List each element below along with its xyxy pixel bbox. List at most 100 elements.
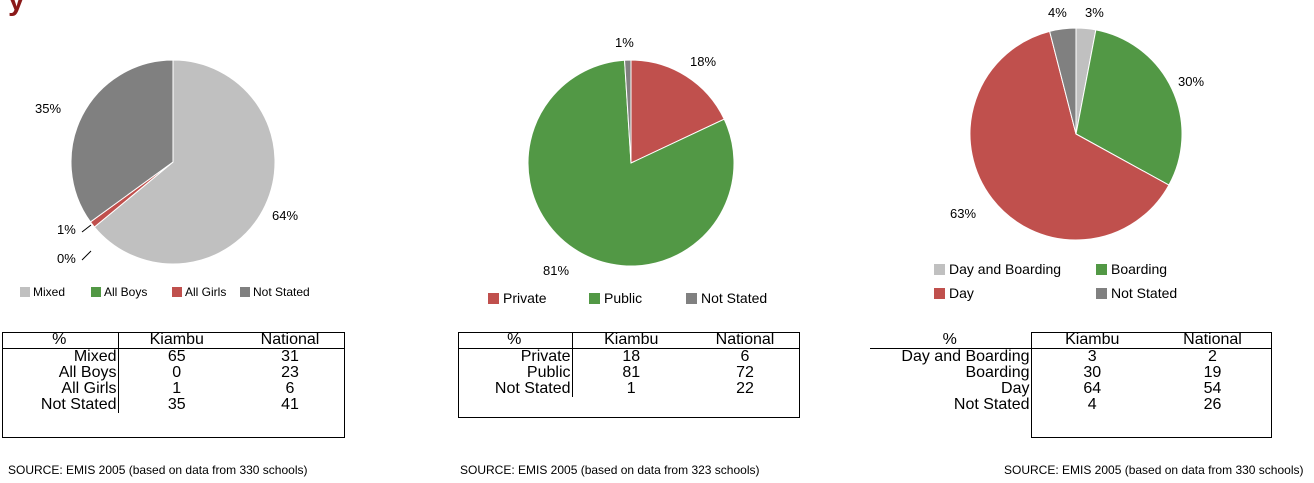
cell-national: 26 [1203,396,1222,413]
legend-label: Public [604,290,643,306]
pie-data-label: 4% [1048,5,1067,20]
data-table-boarding-status: % Kiambu National Day and Boarding 3 2 Boa… [870,332,1272,413]
table-header: % [2,332,119,349]
legend-item-mixed: Mixed [20,285,65,299]
legend-swatch [172,287,182,297]
cell-kiambu: 3 [1087,348,1097,365]
cell-national: 2 [1208,348,1217,365]
table-header: Kiambu [1031,332,1153,349]
table-header: National [1153,332,1272,349]
cell-national: 23 [281,364,299,381]
pie-slice-not-stated [70,59,174,223]
source-note-school-type: SOURCE: EMIS 2005 (based on data from 33… [8,463,308,477]
legend-label: Private [503,290,547,306]
pie-data-label: 18% [690,54,716,69]
legend-swatch [240,287,250,297]
table-row: Not Stated 1 22 [458,381,800,397]
cell-kiambu: 18 [622,348,641,365]
legend-label: Day and Boarding [949,261,1062,277]
source-note-ownership: SOURCE: EMIS 2005 (based on data from 32… [460,463,760,477]
cell-kiambu: 64 [1083,380,1102,397]
cell-kiambu: 65 [167,348,186,365]
cell-national: 54 [1203,380,1222,397]
table-header: National [235,332,345,349]
legend-label: All Girls [185,285,227,299]
table-header: Kiambu [572,332,690,349]
pie-slice-day [969,30,1170,241]
pie-data-label: 30% [1178,74,1204,89]
pie-data-label: 35% [35,101,61,116]
pie-slice-mixed [93,59,276,265]
row-label: Boarding [870,365,1032,381]
legend-swatch [488,292,499,304]
row-label: Not Stated [870,397,1032,413]
page-title-fragment: y [8,0,25,17]
pie-slice-boarding [1075,29,1183,186]
pie-data-label: 3% [1085,5,1104,20]
legend-item-day: Day [934,285,974,301]
table-row: Mixed 65 31 [2,348,345,365]
source-note-boarding-status: SOURCE: EMIS 2005 (based on data from 33… [1004,463,1304,477]
legend-item-public: Public [589,290,642,306]
legend-item-all-girls: All Girls [172,285,226,299]
cell-national: 72 [736,364,754,381]
cell-kiambu: 1 [626,380,636,397]
legend-swatch [686,292,697,304]
table-row: Day and Boarding 3 2 [870,348,1272,365]
table-header: National [690,332,800,349]
legend-item-not-stated: Not Stated [240,285,310,299]
pie-data-label: 1% [57,222,76,237]
legend-swatch [1096,287,1107,299]
pie-data-label: 0% [57,251,76,266]
cell-kiambu: 4 [1087,396,1097,413]
legend-swatch [934,263,945,275]
legend-item-not-stated: Not Stated [686,290,767,306]
pie-data-label: 63% [950,206,976,221]
cell-national: 19 [1203,364,1222,381]
table-row: Boarding 30 19 [870,365,1272,381]
cell-national: 22 [736,380,754,397]
table-header-row: % Kiambu National [458,332,800,349]
legend-label: All Boys [104,285,148,299]
legend-item-private: Private [488,290,547,306]
table-row: All Boys 0 23 [2,365,345,381]
legend-item-boarding: Boarding [1096,261,1167,277]
row-label: Private [458,348,573,365]
table-header: % [458,332,573,349]
pie-slice-public [527,59,735,267]
row-label: All Girls [2,381,119,397]
legend-item-day-and-boarding: Day and Boarding [934,261,1061,277]
legend-label: Not Stated [253,285,310,299]
table-row: Not Stated 4 26 [870,397,1272,413]
data-table-ownership: % Kiambu National Private 18 6 Public 81 72 … [458,332,800,397]
table-row: Not Stated 35 41 [2,397,345,413]
table-row: All Girls 1 6 [2,381,345,397]
pie-data-label: 1% [615,35,634,50]
cell-national: 41 [281,396,299,413]
data-table-school-type: % Kiambu National Mixed 65 31 All Boys 0 23 … [2,332,345,413]
row-label: All Boys [2,365,119,381]
pie-slice-not-stated [624,59,632,164]
cell-national: 6 [740,348,750,365]
legend-swatch [934,287,945,299]
legend-swatch [589,292,600,304]
row-label: Mixed [2,348,119,365]
cell-kiambu: 35 [167,396,186,413]
cell-kiambu: 81 [622,364,641,381]
row-label: Public [458,365,573,381]
pie-data-label: 64% [272,208,298,223]
legend-label: Day [949,285,974,301]
cell-kiambu: 0 [172,364,182,381]
row-label: Day [870,381,1032,397]
table-header-row: % Kiambu National [870,332,1272,349]
table-row: Private 18 6 [458,348,800,365]
pie-slice-private [630,59,725,164]
legend-label: Not Stated [701,290,768,306]
cell-national: 31 [281,348,299,365]
table-row: Day 64 54 [870,381,1272,397]
leader-line [81,224,92,233]
cell-kiambu: 30 [1083,364,1102,381]
legend-swatch [1096,263,1107,275]
